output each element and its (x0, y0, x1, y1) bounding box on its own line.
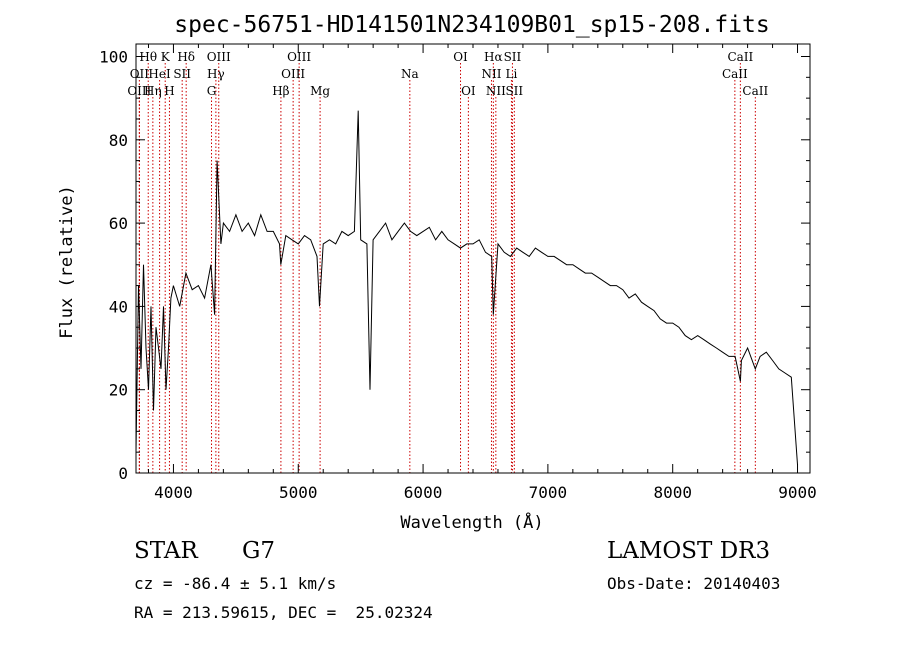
x-axis: 4000 5000 6000 7000 8000 9000 (147, 44, 817, 502)
line-label: Mg (310, 84, 330, 98)
line-label: OIII (281, 67, 305, 81)
line-label: SII (505, 84, 523, 98)
line-label: Hγ (207, 67, 225, 81)
emission-line-markers (138, 63, 756, 473)
y-tick-label: 80 (109, 131, 128, 150)
y-tick-label: 40 (109, 297, 128, 316)
y-tick-label: 60 (109, 214, 128, 233)
line-label: SII (173, 67, 191, 81)
plot-frame (135, 43, 811, 474)
line-label: OII (130, 67, 150, 81)
line-label: OI (453, 50, 468, 64)
line-label: Hδ (177, 50, 195, 64)
line-label: Li (506, 67, 518, 81)
x-tick-label: 5000 (279, 483, 318, 502)
obs-date-text: Obs-Date: 20140403 (607, 574, 781, 593)
line-label: SII (504, 50, 522, 64)
y-axis-label: Flux (relative) (57, 185, 77, 339)
line-label: OI (461, 84, 476, 98)
line-label: Na (401, 67, 419, 81)
subclass-label: G7 (242, 538, 276, 564)
line-label: H (164, 84, 174, 98)
line-label: K (161, 50, 171, 64)
line-label: OIII (207, 50, 231, 64)
y-tick-label: 0 (118, 464, 128, 483)
coords-text: RA = 213.59615, DEC = 25.02324 (134, 603, 433, 622)
line-label: NII (481, 67, 501, 81)
x-tick-label: 4000 (154, 483, 193, 502)
line-label: Hβ (272, 84, 289, 98)
line-label: G (207, 84, 217, 98)
survey-label: LAMOST DR3 (607, 538, 771, 564)
line-label: OIII (127, 84, 151, 98)
line-label: HeI (148, 67, 171, 81)
x-tick-label: 6000 (404, 483, 443, 502)
emission-line-labels: OII OIII Hθ Hη HeI K H SII Hδ G Hγ OIII Hβ OIII OIII Mg… (127, 50, 768, 98)
line-label: CaII (742, 84, 768, 98)
line-label: Hη (144, 84, 162, 98)
line-label: NII (486, 84, 506, 98)
x-tick-label: 8000 (653, 483, 692, 502)
redshift-text: cz = -86.4 ± 5.1 km/s (134, 574, 337, 593)
y-tick-label: 100 (99, 47, 128, 66)
line-label: Hθ (139, 50, 157, 64)
spectrum-line (135, 110, 798, 465)
chart-title: spec-56751-HD141501N234109B01_sp15-208.f… (174, 12, 769, 38)
line-label: CaII (722, 67, 748, 81)
class-label: STAR (134, 538, 198, 564)
x-tick-label: 7000 (529, 483, 568, 502)
y-tick-label: 20 (109, 381, 128, 400)
y-axis: 0 20 40 60 80 100 (99, 47, 810, 483)
x-axis-label: Wavelength (Å) (400, 511, 543, 533)
line-label: Hα (484, 50, 503, 64)
line-label: OIII (287, 50, 311, 64)
line-label: CaII (727, 50, 753, 64)
x-tick-label: 9000 (778, 483, 817, 502)
